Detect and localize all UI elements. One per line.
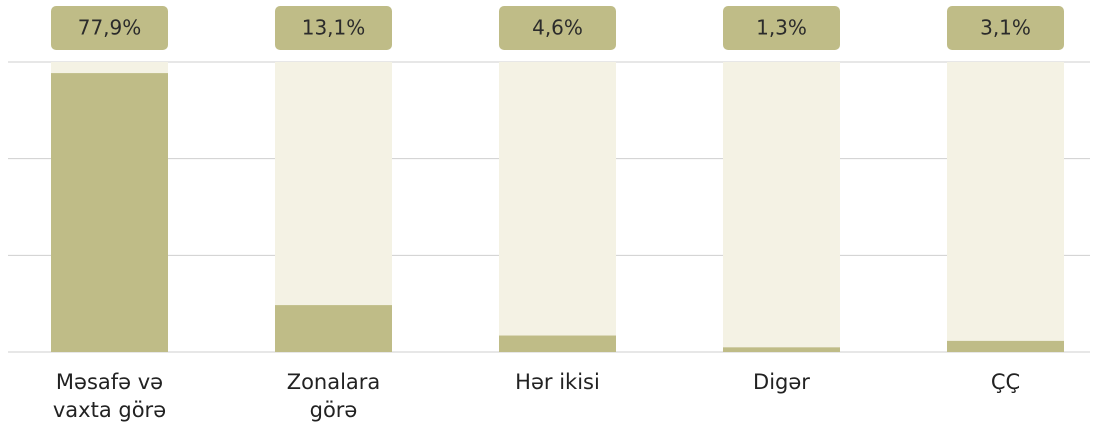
value-label-box — [275, 6, 392, 50]
value-label: 77,9% — [78, 16, 142, 40]
x-tick-label: Hər ikisi — [515, 370, 600, 394]
value-label: 3,1% — [980, 16, 1031, 40]
value-label: 1,3% — [756, 16, 807, 40]
x-tick-label: Məsafə və vaxta görə — [52, 370, 167, 422]
value-label: 4,6% — [532, 16, 583, 40]
bar — [275, 305, 392, 352]
bar-background — [499, 62, 616, 352]
value-label-box — [723, 6, 840, 50]
bar — [723, 347, 840, 352]
value-label: 13,1% — [302, 16, 366, 40]
value-label-box — [947, 6, 1064, 50]
bar-background — [723, 62, 840, 352]
bar — [51, 73, 168, 353]
bar-background — [947, 62, 1064, 352]
value-label-box — [51, 6, 168, 50]
value-label-box — [499, 6, 616, 50]
bar — [499, 335, 616, 352]
bar — [947, 340, 1064, 352]
bar-background — [275, 62, 392, 352]
x-tick-label: Digər — [753, 370, 810, 394]
x-tick-label: Zonalara görə — [286, 370, 381, 422]
x-tick-label: ÇÇ — [990, 370, 1021, 394]
